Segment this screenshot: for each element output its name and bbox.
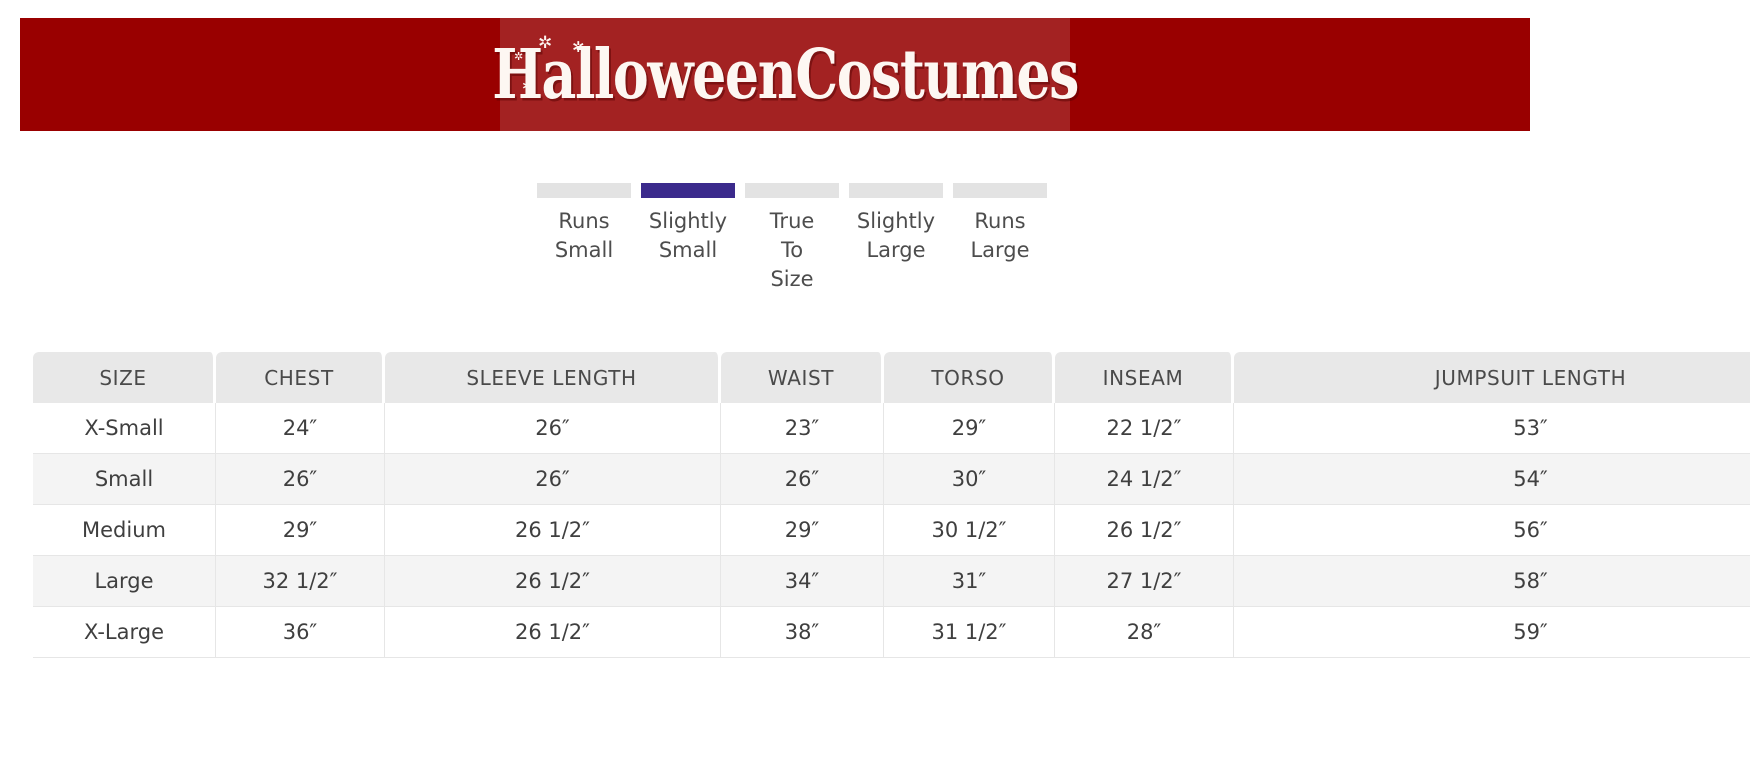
cell-waist: 26″ (721, 454, 884, 505)
cell-jumpsuit-length: 59″ (1234, 607, 1750, 658)
cell-jumpsuit-length: 58″ (1234, 556, 1750, 607)
table-header-row: SIZE CHEST SLEEVE LENGTH WAIST TORSO INS… (33, 352, 1750, 403)
fit-scale-bar (953, 183, 1047, 198)
cell-inseam: 27 1/2″ (1055, 556, 1234, 607)
cell-waist: 34″ (721, 556, 884, 607)
size-chart-table-head: SIZE CHEST SLEEVE LENGTH WAIST TORSO INS… (33, 352, 1750, 403)
brand-logo[interactable]: HalloweenCostumes ✲ ✲ ✲ ✲ (492, 18, 1079, 131)
cell-chest: 24″ (216, 403, 385, 454)
fit-scale-bar (537, 183, 631, 198)
table-row: Large 32 1/2″ 26 1/2″ 34″ 31″ 27 1/2″ 58… (33, 556, 1750, 607)
cell-jumpsuit-length: 53″ (1234, 403, 1750, 454)
brand-banner-inner-panel: HalloweenCostumes ✲ ✲ ✲ ✲ (492, 18, 1079, 131)
cell-inseam: 28″ (1055, 607, 1234, 658)
fit-scale-segment-runs-large[interactable]: Runs Large (953, 183, 1047, 265)
column-header-torso: TORSO (884, 352, 1055, 403)
table-row: X-Large 36″ 26 1/2″ 38″ 31 1/2″ 28″ 59″ (33, 607, 1750, 658)
cell-jumpsuit-length: 54″ (1234, 454, 1750, 505)
cell-sleeve-length: 26 1/2″ (385, 505, 721, 556)
cell-chest: 36″ (216, 607, 385, 658)
cell-torso: 29″ (884, 403, 1055, 454)
cell-sleeve-length: 26 1/2″ (385, 607, 721, 658)
cell-waist: 38″ (721, 607, 884, 658)
column-header-chest: CHEST (216, 352, 385, 403)
fit-scale-segment-true-to-size[interactable]: True To Size (745, 183, 839, 294)
fit-scale-label: Slightly Small (648, 209, 728, 262)
column-header-jumpsuit-length: JUMPSUIT LENGTH (1234, 352, 1750, 403)
table-row: Small 26″ 26″ 26″ 30″ 24 1/2″ 54″ (33, 454, 1750, 505)
fit-scale-bar (849, 183, 943, 198)
column-header-size: SIZE (33, 352, 216, 403)
brand-logo-text: HalloweenCostumes (492, 34, 1079, 115)
cell-size: Small (33, 454, 216, 505)
fit-scale-segment-slightly-small[interactable]: Slightly Small (641, 183, 735, 265)
cell-torso: 30″ (884, 454, 1055, 505)
size-chart-table-wrapper: SIZE CHEST SLEEVE LENGTH WAIST TORSO INS… (33, 352, 1750, 658)
cell-sleeve-length: 26″ (385, 454, 721, 505)
fit-scale-bar (745, 183, 839, 198)
cell-size: Large (33, 556, 216, 607)
cell-chest: 32 1/2″ (216, 556, 385, 607)
fit-scale: Runs Small Slightly Small True To Size S… (537, 183, 1047, 294)
cell-inseam: 24 1/2″ (1055, 454, 1234, 505)
table-row: X-Small 24″ 26″ 23″ 29″ 22 1/2″ 53″ (33, 403, 1750, 454)
fit-scale-label: Slightly Large (856, 209, 936, 262)
cell-torso: 31 1/2″ (884, 607, 1055, 658)
column-header-waist: WAIST (721, 352, 884, 403)
cell-waist: 29″ (721, 505, 884, 556)
cell-chest: 29″ (216, 505, 385, 556)
size-chart-table: SIZE CHEST SLEEVE LENGTH WAIST TORSO INS… (33, 352, 1750, 658)
cell-jumpsuit-length: 56″ (1234, 505, 1750, 556)
fit-scale-segment-runs-small[interactable]: Runs Small (537, 183, 631, 265)
cell-size: X-Large (33, 607, 216, 658)
cell-sleeve-length: 26 1/2″ (385, 556, 721, 607)
column-header-inseam: INSEAM (1055, 352, 1234, 403)
fit-scale-segment-slightly-large[interactable]: Slightly Large (849, 183, 943, 265)
cell-chest: 26″ (216, 454, 385, 505)
cell-waist: 23″ (721, 403, 884, 454)
cell-torso: 31″ (884, 556, 1055, 607)
cell-size: Medium (33, 505, 216, 556)
fit-scale-label: True To Size (769, 209, 815, 291)
cell-size: X-Small (33, 403, 216, 454)
size-chart-table-body: X-Small 24″ 26″ 23″ 29″ 22 1/2″ 53″ Smal… (33, 403, 1750, 658)
fit-scale-label: Runs Small (554, 209, 614, 262)
cell-inseam: 26 1/2″ (1055, 505, 1234, 556)
column-header-sleeve-length: SLEEVE LENGTH (385, 352, 721, 403)
brand-banner: HalloweenCostumes ✲ ✲ ✲ ✲ (20, 18, 1530, 131)
fit-scale-label: Runs Large (970, 209, 1030, 262)
cell-sleeve-length: 26″ (385, 403, 721, 454)
table-row: Medium 29″ 26 1/2″ 29″ 30 1/2″ 26 1/2″ 5… (33, 505, 1750, 556)
fit-scale-bar-active (641, 183, 735, 198)
cell-inseam: 22 1/2″ (1055, 403, 1234, 454)
cell-torso: 30 1/2″ (884, 505, 1055, 556)
